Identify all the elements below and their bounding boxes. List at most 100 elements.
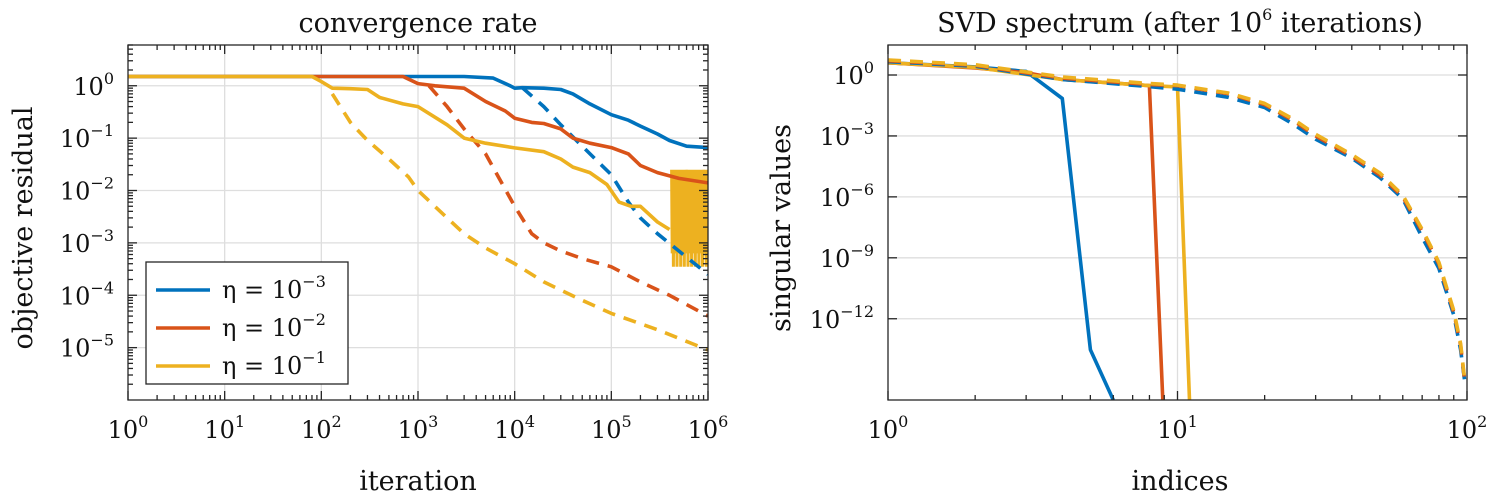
y-tick-label-exponent: −3 [850, 119, 874, 138]
grid-lines [888, 45, 1467, 400]
x-tick-label: 101 [204, 412, 245, 444]
x-tick-label-exponent: 0 [898, 412, 908, 431]
x-tick-label-base: 10 [868, 416, 899, 444]
x-tick-label-exponent: 6 [718, 412, 728, 431]
y-tick-label-base: 10 [60, 125, 91, 153]
y-tick-label-exponent: −4 [90, 278, 114, 297]
legend: η = 10−3η = 10−2η = 10−1 [145, 261, 349, 385]
y-tick-label-exponent: −3 [90, 226, 114, 245]
x-tick-label-exponent: 0 [138, 412, 148, 431]
series-line-yellow-solid [128, 74, 671, 232]
y-tick-label-base: 10 [810, 306, 841, 334]
y-tick-label: 100 [833, 58, 874, 90]
y-tick-label-exponent: 0 [864, 58, 874, 77]
y-tick-label-exponent: −2 [90, 174, 114, 193]
tick-labels: 100 101 102 103 104 105 10610010−110−210−310−4… [60, 69, 729, 444]
ticks [887, 45, 1468, 400]
x-tick-label: 106 [688, 412, 729, 444]
x-tick-label: 101 [1157, 412, 1198, 444]
legend-label-text: η = 10 [222, 314, 302, 342]
y-tick-label: 10−4 [60, 278, 114, 310]
right-chart-title: SVD spectrum (after 106 iterations) [937, 5, 1423, 39]
legend-label-text: η = 10 [222, 352, 302, 380]
x-tick-label-base: 10 [1157, 416, 1188, 444]
y-tick-label: 10−3 [820, 119, 874, 151]
series-line-orange-solid [128, 74, 708, 185]
series-line-yellow-dashed [330, 92, 708, 352]
y-tick-label-base: 10 [833, 62, 864, 90]
y-tick-label: 10−1 [60, 121, 114, 153]
y-tick-label-base: 10 [60, 282, 91, 310]
series-line-blue-solid [888, 61, 1115, 400]
legend-label: η = 10−2 [222, 310, 326, 342]
x-tick-label-base: 10 [108, 416, 139, 444]
x-tick-label-base: 10 [591, 416, 622, 444]
x-tick-label-base: 10 [494, 416, 525, 444]
left-x-axis-label: iteration [359, 466, 477, 497]
legend-label-exponent: −1 [302, 348, 326, 367]
series-line-blue-dashed [521, 86, 708, 276]
x-tick-label-base: 10 [204, 416, 235, 444]
right-title-exponent: 6 [1262, 5, 1272, 24]
series-group [128, 74, 708, 352]
y-tick-label-base: 10 [60, 335, 91, 363]
x-tick-label: 100 [108, 412, 149, 444]
x-tick-label: 102 [301, 412, 342, 444]
series-line-blue-dashed [888, 59, 1467, 380]
series-line-orange-dashed [888, 59, 1467, 380]
y-tick-label-base: 10 [820, 245, 851, 273]
series-line-yellow-dashed [888, 58, 1467, 379]
y-tick-label: 10−9 [820, 241, 874, 273]
convergence-rate-panel: convergence rate iteration objective res… [8, 8, 728, 497]
x-tick-label-base: 10 [301, 416, 332, 444]
y-tick-label: 10−5 [60, 331, 114, 363]
x-tick-label: 100 [868, 412, 909, 444]
y-tick-label: 10−6 [820, 180, 874, 212]
y-tick-label: 10−3 [60, 226, 114, 258]
x-tick-label-exponent: 5 [622, 412, 632, 431]
oscillation-band [670, 169, 708, 267]
y-tick-label: 100 [73, 69, 114, 101]
y-tick-label-base: 10 [820, 123, 851, 151]
right-title-tail: iterations) [1272, 8, 1423, 39]
series-group [888, 58, 1467, 400]
right-y-axis-label: singular values [766, 124, 797, 332]
legend-label-exponent: −3 [302, 272, 326, 291]
legend-label: η = 10−3 [222, 272, 326, 304]
left-chart-title: convergence rate [298, 8, 537, 39]
x-tick-label-exponent: 1 [1188, 412, 1198, 431]
x-tick-label-base: 10 [688, 416, 719, 444]
legend-box [145, 261, 349, 385]
x-tick-label: 102 [1447, 412, 1488, 444]
y-tick-label: 10−12 [810, 302, 874, 334]
x-tick-label-exponent: 2 [332, 412, 342, 431]
y-tick-label-base: 10 [820, 184, 851, 212]
x-tick-label: 104 [494, 412, 535, 444]
x-tick-label-exponent: 4 [525, 412, 535, 431]
legend-label: η = 10−1 [222, 348, 326, 380]
x-tick-label: 103 [398, 412, 439, 444]
x-tick-label-base: 10 [398, 416, 429, 444]
y-tick-label-exponent: −1 [90, 121, 114, 140]
left-y-axis-label: objective residual [8, 106, 39, 349]
y-tick-label-exponent: 0 [104, 69, 114, 88]
y-tick-label-base: 10 [73, 73, 104, 101]
x-tick-label-exponent: 3 [428, 412, 438, 431]
svd-spectrum-panel: SVD spectrum (after 106 iterations) indi… [766, 5, 1487, 497]
series-line-orange-dashed [427, 84, 708, 318]
right-title-text: SVD spectrum (after 10 [937, 8, 1262, 39]
right-x-axis-label: indices [1132, 466, 1229, 497]
y-tick-label-exponent: −6 [850, 180, 874, 199]
y-tick-label-exponent: −5 [90, 331, 114, 350]
y-tick-label-exponent: −9 [850, 241, 874, 260]
y-tick-label-exponent: −12 [840, 302, 874, 321]
series-line-blue-solid [128, 74, 708, 150]
y-tick-label-base: 10 [60, 230, 91, 258]
legend-label-text: η = 10 [222, 276, 302, 304]
x-tick-label: 105 [591, 412, 632, 444]
y-tick-label: 10−2 [60, 174, 114, 206]
x-tick-label-exponent: 1 [235, 412, 245, 431]
ticks [127, 44, 709, 400]
